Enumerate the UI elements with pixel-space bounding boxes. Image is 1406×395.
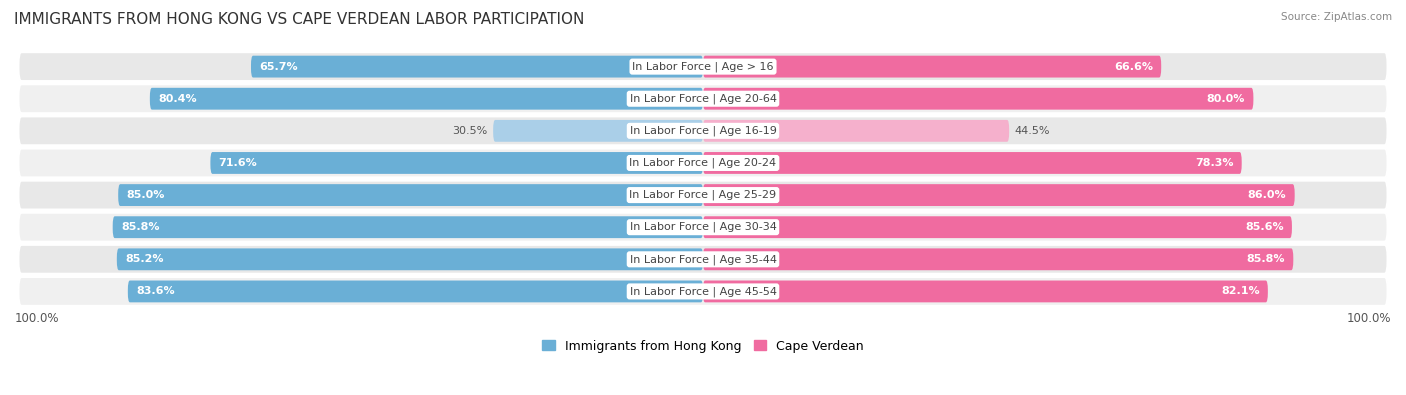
Text: In Labor Force | Age 20-64: In Labor Force | Age 20-64 — [630, 94, 776, 104]
FancyBboxPatch shape — [494, 120, 703, 142]
Text: In Labor Force | Age 16-19: In Labor Force | Age 16-19 — [630, 126, 776, 136]
FancyBboxPatch shape — [18, 117, 1388, 145]
FancyBboxPatch shape — [18, 52, 1388, 81]
Text: 78.3%: 78.3% — [1195, 158, 1233, 168]
Text: 86.0%: 86.0% — [1247, 190, 1286, 200]
Text: 85.8%: 85.8% — [121, 222, 159, 232]
Text: 80.4%: 80.4% — [157, 94, 197, 104]
Text: 80.0%: 80.0% — [1206, 94, 1246, 104]
Text: 85.0%: 85.0% — [127, 190, 165, 200]
Text: 83.6%: 83.6% — [136, 286, 174, 296]
Text: In Labor Force | Age 20-24: In Labor Force | Age 20-24 — [630, 158, 776, 168]
FancyBboxPatch shape — [703, 184, 1295, 206]
Text: IMMIGRANTS FROM HONG KONG VS CAPE VERDEAN LABOR PARTICIPATION: IMMIGRANTS FROM HONG KONG VS CAPE VERDEA… — [14, 12, 585, 27]
FancyBboxPatch shape — [703, 280, 1268, 302]
Text: 100.0%: 100.0% — [1347, 312, 1391, 325]
Text: In Labor Force | Age 45-54: In Labor Force | Age 45-54 — [630, 286, 776, 297]
FancyBboxPatch shape — [18, 149, 1388, 177]
Legend: Immigrants from Hong Kong, Cape Verdean: Immigrants from Hong Kong, Cape Verdean — [537, 335, 869, 358]
Text: 44.5%: 44.5% — [1015, 126, 1050, 136]
FancyBboxPatch shape — [703, 88, 1253, 110]
Text: 82.1%: 82.1% — [1220, 286, 1260, 296]
Text: In Labor Force | Age 35-44: In Labor Force | Age 35-44 — [630, 254, 776, 265]
FancyBboxPatch shape — [18, 277, 1388, 306]
FancyBboxPatch shape — [18, 84, 1388, 113]
FancyBboxPatch shape — [703, 120, 1010, 142]
Text: 65.7%: 65.7% — [259, 62, 298, 71]
FancyBboxPatch shape — [150, 88, 703, 110]
Text: 85.6%: 85.6% — [1246, 222, 1284, 232]
FancyBboxPatch shape — [703, 152, 1241, 174]
FancyBboxPatch shape — [703, 216, 1292, 238]
Text: 100.0%: 100.0% — [15, 312, 59, 325]
FancyBboxPatch shape — [112, 216, 703, 238]
Text: 85.2%: 85.2% — [125, 254, 163, 264]
FancyBboxPatch shape — [128, 280, 703, 302]
Text: In Labor Force | Age > 16: In Labor Force | Age > 16 — [633, 61, 773, 72]
FancyBboxPatch shape — [117, 248, 703, 270]
FancyBboxPatch shape — [18, 245, 1388, 274]
FancyBboxPatch shape — [211, 152, 703, 174]
Text: 71.6%: 71.6% — [219, 158, 257, 168]
FancyBboxPatch shape — [252, 56, 703, 77]
FancyBboxPatch shape — [118, 184, 703, 206]
Text: In Labor Force | Age 25-29: In Labor Force | Age 25-29 — [630, 190, 776, 200]
FancyBboxPatch shape — [18, 213, 1388, 242]
Text: In Labor Force | Age 30-34: In Labor Force | Age 30-34 — [630, 222, 776, 232]
FancyBboxPatch shape — [18, 181, 1388, 209]
Text: 85.8%: 85.8% — [1247, 254, 1285, 264]
Text: Source: ZipAtlas.com: Source: ZipAtlas.com — [1281, 12, 1392, 22]
FancyBboxPatch shape — [703, 248, 1294, 270]
Text: 30.5%: 30.5% — [453, 126, 488, 136]
Text: 66.6%: 66.6% — [1114, 62, 1153, 71]
FancyBboxPatch shape — [703, 56, 1161, 77]
